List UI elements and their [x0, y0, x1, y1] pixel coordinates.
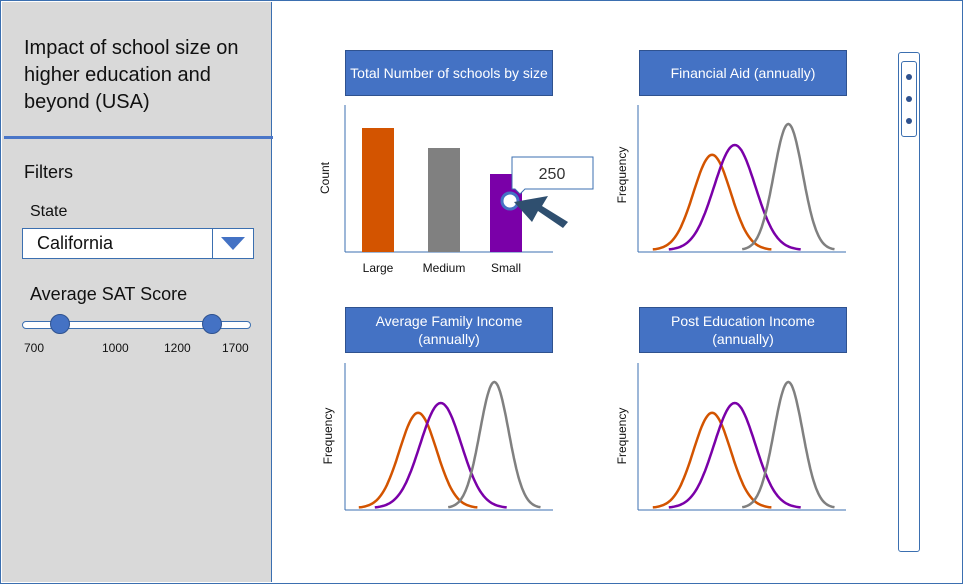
post-income-ylabel: Frequency	[615, 408, 629, 465]
family-income-ylabel: Frequency	[321, 408, 335, 465]
sat-score-label: Average SAT Score	[30, 284, 188, 304]
sat-slider-handle-high[interactable]	[202, 314, 222, 334]
family-income-chart: Frequency	[321, 363, 553, 511]
sat-tick-1700: 1700	[222, 341, 249, 355]
page-title: Impact of school size on higher educatio…	[24, 37, 239, 113]
grip-dot-icon	[906, 96, 912, 102]
chart-title-school-count: Total Number of schools by size	[345, 50, 553, 96]
distribution-curve-0	[652, 411, 772, 509]
grip-dot-icon	[906, 118, 912, 124]
cursor-arrow-icon	[514, 196, 568, 228]
bar-large[interactable]	[362, 128, 394, 252]
state-dropdown-button[interactable]	[212, 229, 253, 258]
chevron-down-icon	[221, 237, 245, 250]
post-income-chart: Frequency	[615, 363, 846, 511]
bar-label-small: Small	[491, 261, 521, 275]
distribution-curve-0	[652, 153, 772, 251]
scrollbar-thumb[interactable]	[901, 61, 917, 137]
sat-tick-1200: 1200	[164, 341, 191, 355]
state-dropdown-value: California	[37, 233, 114, 253]
bar-label-medium: Medium	[423, 261, 466, 275]
sidebar: Impact of school size on higher educatio…	[2, 2, 273, 582]
bar-ylabel: Count	[318, 161, 332, 194]
grip-dot-icon	[906, 74, 912, 80]
sat-tick-1000: 1000	[102, 341, 129, 355]
scrollbar[interactable]	[898, 52, 920, 552]
bar-label-large: Large	[363, 261, 394, 275]
tooltip-anchor-icon	[500, 191, 520, 211]
tooltip-bubble	[511, 156, 594, 195]
financial-aid-chart: Frequency	[615, 105, 846, 253]
distribution-curve-1	[668, 143, 801, 251]
distribution-curve-2	[741, 122, 835, 251]
sidebar-divider	[4, 136, 273, 139]
state-label: State	[30, 203, 68, 220]
distribution-curve-2	[741, 380, 835, 509]
distribution-curve-1	[374, 401, 507, 509]
filters-heading: Filters	[24, 162, 73, 182]
distribution-curve-2	[447, 380, 541, 509]
sat-slider-handle-low[interactable]	[50, 314, 70, 334]
financial-aid-ylabel: Frequency	[615, 147, 629, 204]
chart-title-post-income: Post Education Income (annually)	[639, 307, 847, 353]
bar-medium[interactable]	[428, 148, 460, 252]
bar-tooltip: 250	[500, 156, 594, 228]
tooltip-value: 250	[539, 166, 566, 183]
distribution-curve-0	[358, 411, 478, 509]
chart-title-family-income: Average Family Income (annually)	[345, 307, 553, 353]
chart-title-financial-aid: Financial Aid (annually)	[639, 50, 847, 96]
sat-tick-700: 700	[24, 341, 45, 355]
state-dropdown[interactable]: California	[22, 228, 254, 259]
distribution-curve-1	[668, 401, 801, 509]
sat-slider-track[interactable]	[22, 321, 251, 329]
